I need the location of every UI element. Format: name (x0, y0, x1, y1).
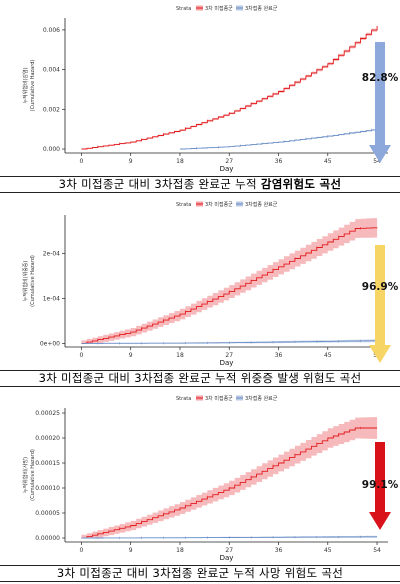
x-tick-label: 0 (80, 352, 84, 359)
y-tick-label: 0.002 (43, 106, 60, 113)
y-tick-label: 0e+00 (40, 340, 60, 347)
x-tick-label: 36 (275, 352, 283, 359)
x-tick-label: 36 (275, 158, 283, 165)
x-tick-label: 45 (324, 352, 332, 359)
arrow-label: 82.8% (362, 72, 399, 84)
y-axis-label-ko: 누적위험비(감염) (22, 67, 29, 103)
chart-death: Strata 3차 미접종군 3차접종 완료군 0.00000 0.00005 0.000… (22, 395, 399, 562)
caption-text: 3차 미접종군 대비 3차접종 완료군 누적 사망 위험도 곡선 (56, 566, 344, 580)
x-tick-label: 18 (176, 547, 184, 554)
y-axis-label-ko: 누적위험비(위중증) (22, 261, 29, 302)
legend: Strata 3차 미접종군 3차접종 완료군 (176, 5, 278, 12)
y-tick-label: 0.00010 (35, 485, 60, 492)
caption-text: 3차 미접종군 대비 3차접종 완료군 누적 위중증 발생 위험도 곡선 (38, 371, 362, 385)
x-tick-label: 45 (324, 158, 332, 165)
x-tick-label: 54 (373, 547, 381, 554)
x-tick-label: 45 (324, 547, 332, 554)
x-tick-label: 27 (225, 158, 233, 165)
legend-title: Strata (176, 396, 191, 402)
y-tick-label: 0.00020 (35, 435, 60, 442)
arrow-shaft (375, 442, 385, 512)
x-tick-label: 18 (176, 158, 184, 165)
y-tick-label: 2e-04 (43, 250, 60, 257)
caption-prefix: 3차 미접종군 대비 3차접종 완료군 누적 (58, 177, 261, 191)
legend: Strata 3차 미접종군 3차접종 완료군 (176, 395, 278, 402)
y-tick-label: 0.00015 (35, 460, 60, 467)
caption-emphasis: 감염위험도 곡선 (260, 177, 342, 191)
ci-band-vaccinated (81, 339, 378, 344)
chart-infection: Strata 3차 미접종군 3차접종 완료군 0.000 0.002 0.004 0.00… (22, 5, 399, 173)
x-tick-label: 0 (80, 158, 84, 165)
x-tick-label: 27 (225, 352, 233, 359)
legend-label: 3차접종 완료군 (245, 201, 278, 208)
x-tick-label: 54 (373, 158, 381, 165)
series-line-vaccinated (180, 129, 378, 150)
arrow-label: 99.1% (362, 479, 399, 491)
y-tick-label: 0.004 (43, 67, 60, 74)
legend-title: Strata (176, 202, 191, 208)
y-axis-label: 누적위험비(사망)(Cumulative Hazard) (22, 449, 36, 501)
reduction-arrow: 96.9% (362, 245, 399, 363)
x-tick-label: 9 (129, 158, 133, 165)
x-axis-label: Day (220, 359, 234, 367)
x-tick-label: 0 (80, 547, 84, 554)
ci-band-unvaccinated (81, 217, 378, 344)
arrow-shaft (375, 42, 385, 145)
arrow-label: 96.9% (362, 281, 399, 293)
x-tick-label: 18 (176, 352, 184, 359)
caption-severe: 3차 미접종군 대비 3차접종 완료군 누적 위중증 발생 위험도 곡선 (0, 370, 400, 387)
arrow-head (369, 345, 391, 363)
y-axis-label-en: (Cumulative Hazard) (30, 449, 36, 501)
reduction-arrow: 82.8% (362, 42, 399, 163)
legend-title: Strata (176, 6, 191, 12)
legend: Strata 3차 미접종군 3차접종 완료군 (176, 201, 278, 208)
x-axis-label: Day (220, 554, 234, 562)
chart-severe: Strata 3차 미접종군 3차접종 완료군 0e+00 1e-04 2e-04 0 9 18… (22, 201, 399, 367)
x-tick-label: 9 (129, 547, 133, 554)
legend-label: 3차접종 완료군 (245, 395, 278, 402)
y-axis-label-en: (Cumulative Hazard) (30, 60, 36, 112)
legend-label: 3차 미접종군 (205, 201, 233, 208)
y-axis-label: 누적위험비(감염)(Cumulative Hazard) (22, 60, 36, 112)
y-tick-label: 0.000 (43, 146, 60, 153)
series-line-vaccinated (81, 536, 378, 539)
x-tick-label: 9 (129, 352, 133, 359)
x-axis-label: Day (220, 165, 234, 173)
y-tick-label: 0.00005 (35, 510, 60, 517)
ci-band-unvaccinated (81, 24, 378, 149)
arrow-head (369, 512, 391, 530)
y-tick-label: 1e-04 (43, 295, 60, 302)
series-line-unvaccinated (81, 25, 378, 150)
x-tick-label: 36 (275, 547, 283, 554)
legend-label: 3차 미접종군 (205, 5, 233, 12)
y-tick-label: 0.00000 (35, 535, 60, 542)
chart-panel-infection: Strata 3차 미접종군 3차접종 완료군 0.000 0.002 0.004 0.00… (0, 0, 400, 195)
chart-panel-death: Strata 3차 미접종군 3차접종 완료군 0.00000 0.00005 0.000… (0, 390, 400, 584)
ci-band-unvaccinated (81, 417, 378, 538)
caption-infection: 3차 미접종군 대비 3차접종 완료군 누적 감염위험도 곡선 (0, 176, 400, 193)
y-axis-label-ko: 누적위험비(사망) (22, 457, 29, 493)
reduction-arrow: 99.1% (362, 442, 399, 530)
legend-label: 3차접종 완료군 (245, 5, 278, 12)
arrow-shaft (375, 245, 385, 345)
arrow-head (369, 145, 391, 163)
y-tick-label: 0.006 (43, 27, 60, 34)
series-line-unvaccinated (81, 427, 378, 539)
caption-death: 3차 미접종군 대비 3차접종 완료군 누적 사망 위험도 곡선 (0, 565, 400, 582)
ci-band-vaccinated (180, 128, 378, 149)
y-axis-label-en: (Cumulative Hazard) (30, 255, 36, 307)
y-axis-label: 누적위험비(위중증)(Cumulative Hazard) (22, 255, 36, 307)
x-tick-label: 27 (225, 547, 233, 554)
legend-label: 3차 미접종군 (205, 395, 233, 402)
chart-panel-severe: Strata 3차 미접종군 3차접종 완료군 0e+00 1e-04 2e-04 0 9 18… (0, 195, 400, 390)
y-tick-label: 0.00025 (35, 410, 60, 417)
